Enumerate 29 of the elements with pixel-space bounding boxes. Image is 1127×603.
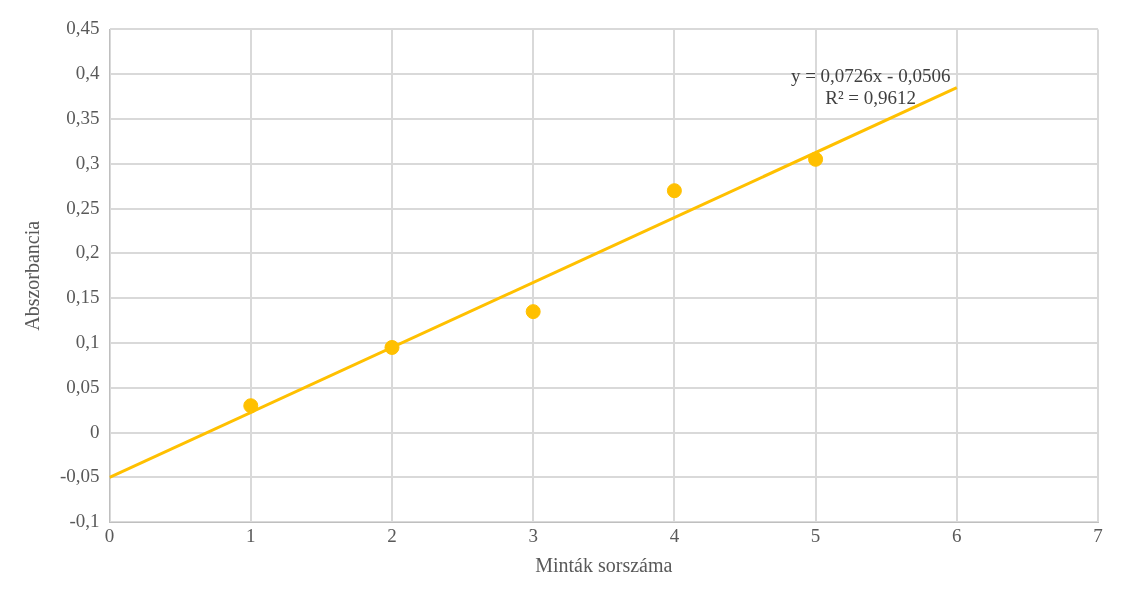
annotation: R² = 0,9612 bbox=[825, 87, 917, 109]
y-tick-label: -0,1 bbox=[69, 510, 100, 532]
y-tick-label: 0,25 bbox=[66, 196, 100, 218]
x-tick-label: 1 bbox=[246, 524, 256, 546]
y-tick-label: 0,15 bbox=[66, 286, 100, 308]
annotation: y = 0,0726x - 0,0506 bbox=[790, 65, 951, 87]
x-tick-label: 7 bbox=[1093, 524, 1103, 546]
y-tick-label: -0,05 bbox=[60, 465, 100, 487]
point bbox=[384, 339, 400, 355]
y-tick-label: 0,35 bbox=[66, 106, 100, 128]
point bbox=[243, 398, 259, 414]
x-tick-label: 0 bbox=[104, 524, 115, 546]
point bbox=[666, 183, 682, 199]
point bbox=[808, 151, 824, 167]
x-tick-label: 5 bbox=[810, 524, 821, 546]
y-tick-label: 0,2 bbox=[75, 241, 100, 263]
x-tick-label: 4 bbox=[669, 524, 680, 546]
x-axis-title: Minták sorszáma bbox=[535, 554, 673, 577]
y-axis-title: Abszorbancia bbox=[21, 220, 44, 331]
x-tick-label: 6 bbox=[952, 524, 962, 546]
x-tick-label: 2 bbox=[387, 524, 397, 546]
y-tick-label: 0,4 bbox=[75, 62, 101, 84]
y-tick-label: 0,1 bbox=[75, 330, 100, 352]
y-tick-label: 0 bbox=[90, 420, 100, 442]
y-tick-label: 0,3 bbox=[75, 151, 100, 173]
y-tick-label: 0,45 bbox=[66, 17, 100, 39]
x-tick-label: 3 bbox=[528, 524, 538, 546]
point bbox=[525, 304, 541, 320]
y-tick-label: 0,05 bbox=[66, 375, 100, 397]
